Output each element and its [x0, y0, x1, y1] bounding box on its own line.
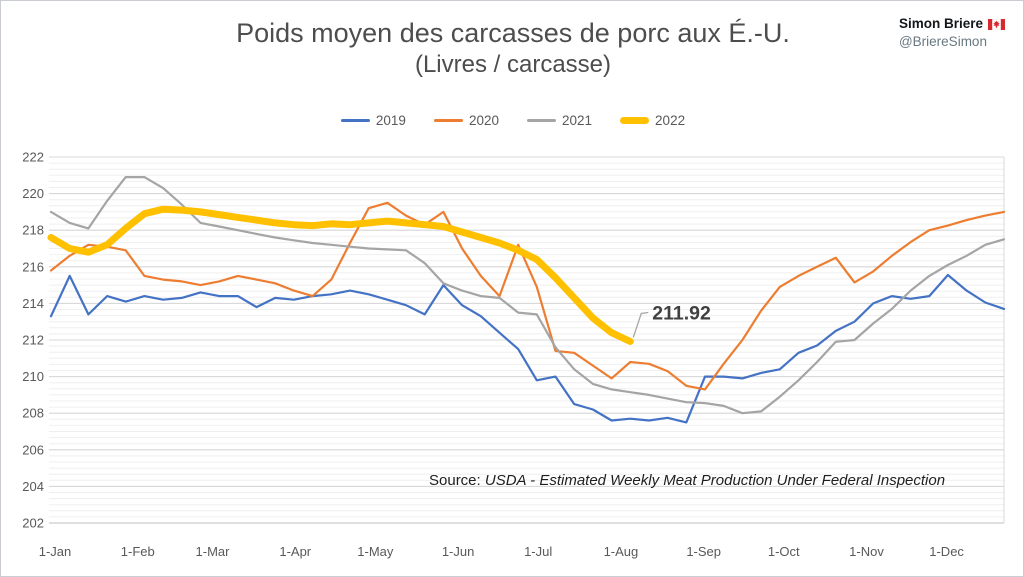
x-tick-label: 1-Jun: [442, 544, 475, 559]
x-tick-label: 1-Aug: [604, 544, 639, 559]
annotation-value: 211.92: [652, 302, 711, 324]
attribution: Simon Briere @BriereSimon: [899, 15, 1005, 51]
legend-item-2022: 2022: [620, 113, 685, 128]
legend-swatch-2020: [433, 119, 463, 122]
legend-label-2022: 2022: [655, 113, 686, 128]
y-tick-label: 218: [22, 223, 44, 238]
series-line-2022: [47, 205, 634, 345]
y-tick-label: 202: [22, 516, 44, 531]
y-tick-label: 216: [22, 259, 44, 274]
legend-item-2021: 2021: [527, 113, 592, 128]
legend-item-2020: 2020: [433, 113, 499, 128]
legend-item-2019: 2019: [340, 113, 406, 128]
y-tick-label: 204: [22, 479, 44, 494]
y-tick-label: 208: [22, 406, 44, 421]
source-note: Source: USDA - Estimated Weekly Meat Pro…: [429, 472, 945, 489]
x-tick-label: 1-Jan: [39, 544, 72, 559]
x-tick-label: 1-Mar: [196, 544, 231, 559]
legend-label-2020: 2020: [468, 113, 499, 128]
x-tick-label: 1-Sep: [686, 544, 721, 559]
y-tick-label: 214: [22, 296, 44, 311]
author-name-row: Simon Briere: [899, 15, 1005, 33]
legend-swatch-2022: [620, 117, 650, 124]
series-line-2020: [49, 201, 1006, 391]
source-prefix: Source:: [429, 472, 485, 489]
source-text: USDA - Estimated Weekly Meat Production …: [484, 472, 946, 489]
y-tick-label: 222: [22, 150, 44, 165]
y-tick-label: 220: [22, 186, 44, 201]
x-tick-label: 1-Nov: [849, 544, 884, 559]
x-tick-label: 1-Dec: [929, 544, 964, 559]
legend-label-2021: 2021: [562, 113, 593, 128]
y-tick-label: 206: [22, 442, 44, 457]
x-tick-label: 1-Jul: [524, 544, 552, 559]
series-line-2019: [49, 273, 1006, 424]
y-tick-label: 212: [22, 333, 44, 348]
series-line-2021: [49, 176, 1006, 415]
x-tick-label: 1-May: [357, 544, 394, 559]
legend-label-2019: 2019: [375, 113, 406, 128]
y-tick-label: 210: [22, 369, 44, 384]
x-tick-label: 1-Apr: [279, 544, 311, 559]
author-name: Simon Briere: [898, 16, 983, 31]
legend-swatch-2019: [340, 119, 370, 122]
canada-flag-icon: [988, 18, 1005, 30]
x-tick-label: 1-Oct: [768, 544, 800, 559]
author-handle: @BriereSimon: [898, 34, 987, 50]
chart-legend: 2019 2020 2021 2022: [1, 113, 1023, 128]
x-tick-label: 1-Feb: [121, 544, 155, 559]
annotation-callout-line: [632, 311, 649, 338]
legend-swatch-2021: [527, 119, 556, 122]
